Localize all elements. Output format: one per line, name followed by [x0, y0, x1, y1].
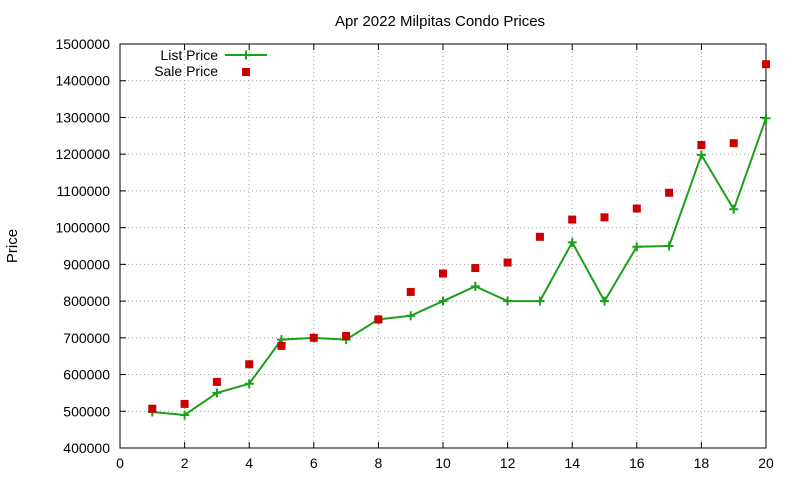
list-price-point	[632, 242, 642, 252]
list-price-point	[567, 237, 577, 247]
y-tick-label: 900000	[63, 256, 110, 272]
list-price-point	[470, 281, 480, 291]
x-tick-label: 6	[310, 455, 318, 471]
list-price-point	[696, 150, 706, 160]
list-price-point	[244, 379, 254, 389]
list-price-point	[761, 113, 771, 123]
x-tick-label: 8	[375, 455, 383, 471]
sale-price-point	[180, 399, 189, 408]
sale-price-point	[762, 60, 770, 69]
x-tick-label: 2	[181, 455, 189, 471]
sale-price-point	[212, 377, 221, 386]
y-tick-label: 1300000	[55, 109, 110, 125]
sale-price-point	[471, 264, 480, 273]
sale-price-point	[568, 215, 577, 224]
y-tick-label: 1100000	[57, 183, 111, 199]
series-layer	[147, 60, 771, 420]
list-price-point	[600, 296, 609, 306]
x-tick-label: 20	[758, 455, 774, 471]
legend-plus-marker	[241, 50, 251, 60]
sale-price-point	[342, 331, 351, 340]
tick-layer: 0 2 4 6 8 10 12 14 16 18 20 400000 500000 600000 70000…	[55, 36, 774, 471]
y-tick-label: 700000	[63, 330, 110, 346]
y-tick-label: 500000	[63, 403, 110, 419]
sale-price-point	[309, 333, 318, 342]
y-tick-label: 1400000	[55, 73, 110, 89]
list-price-point	[180, 410, 190, 420]
list-price-point	[535, 296, 545, 306]
sale-price-point	[406, 287, 415, 296]
legend-label: List Price	[160, 47, 218, 63]
x-tick-label: 14	[564, 455, 580, 471]
legend-label: Sale Price	[154, 63, 218, 79]
sale-price-point	[277, 341, 286, 350]
y-axis-label: Price	[4, 229, 21, 263]
y-tick-label: 1200000	[55, 146, 110, 162]
sale-price-point	[632, 204, 641, 213]
sale-price-point	[600, 213, 609, 222]
sale-price-point	[697, 141, 706, 149]
sale-price-point	[245, 360, 254, 369]
list-price-line	[152, 117, 767, 416]
series-sale-price	[148, 60, 770, 413]
y-tick-label: 1000000	[55, 220, 110, 236]
sale-price-point	[148, 404, 157, 413]
y-tick-label: 800000	[63, 293, 110, 309]
sale-price-point	[503, 258, 512, 267]
legend-square-marker	[242, 68, 250, 76]
chart-title: Apr 2022 Milpitas Condo Prices	[335, 13, 545, 30]
x-tick-label: 0	[116, 455, 124, 471]
x-tick-label: 4	[245, 455, 253, 471]
sale-price-point	[535, 232, 544, 241]
list-price-point	[729, 204, 739, 214]
x-tick-label: 16	[629, 455, 645, 471]
x-tick-label: 12	[500, 455, 516, 471]
x-tick-label: 18	[694, 455, 710, 471]
list-price-point	[664, 241, 674, 251]
series-list-price	[147, 113, 771, 420]
sale-price-point	[439, 269, 447, 278]
y-tick-label: 1500000	[55, 36, 110, 52]
list-price-point	[503, 296, 513, 306]
y-tick-label: 600000	[63, 367, 110, 383]
sale-price-point	[374, 315, 383, 324]
sale-price-point	[729, 139, 738, 148]
list-price-point	[212, 388, 222, 398]
x-tick-label: 10	[435, 455, 451, 471]
sale-price-point	[665, 188, 674, 197]
list-price-point	[406, 311, 416, 321]
list-price-point	[438, 296, 448, 306]
y-tick-label: 400000	[63, 440, 110, 456]
